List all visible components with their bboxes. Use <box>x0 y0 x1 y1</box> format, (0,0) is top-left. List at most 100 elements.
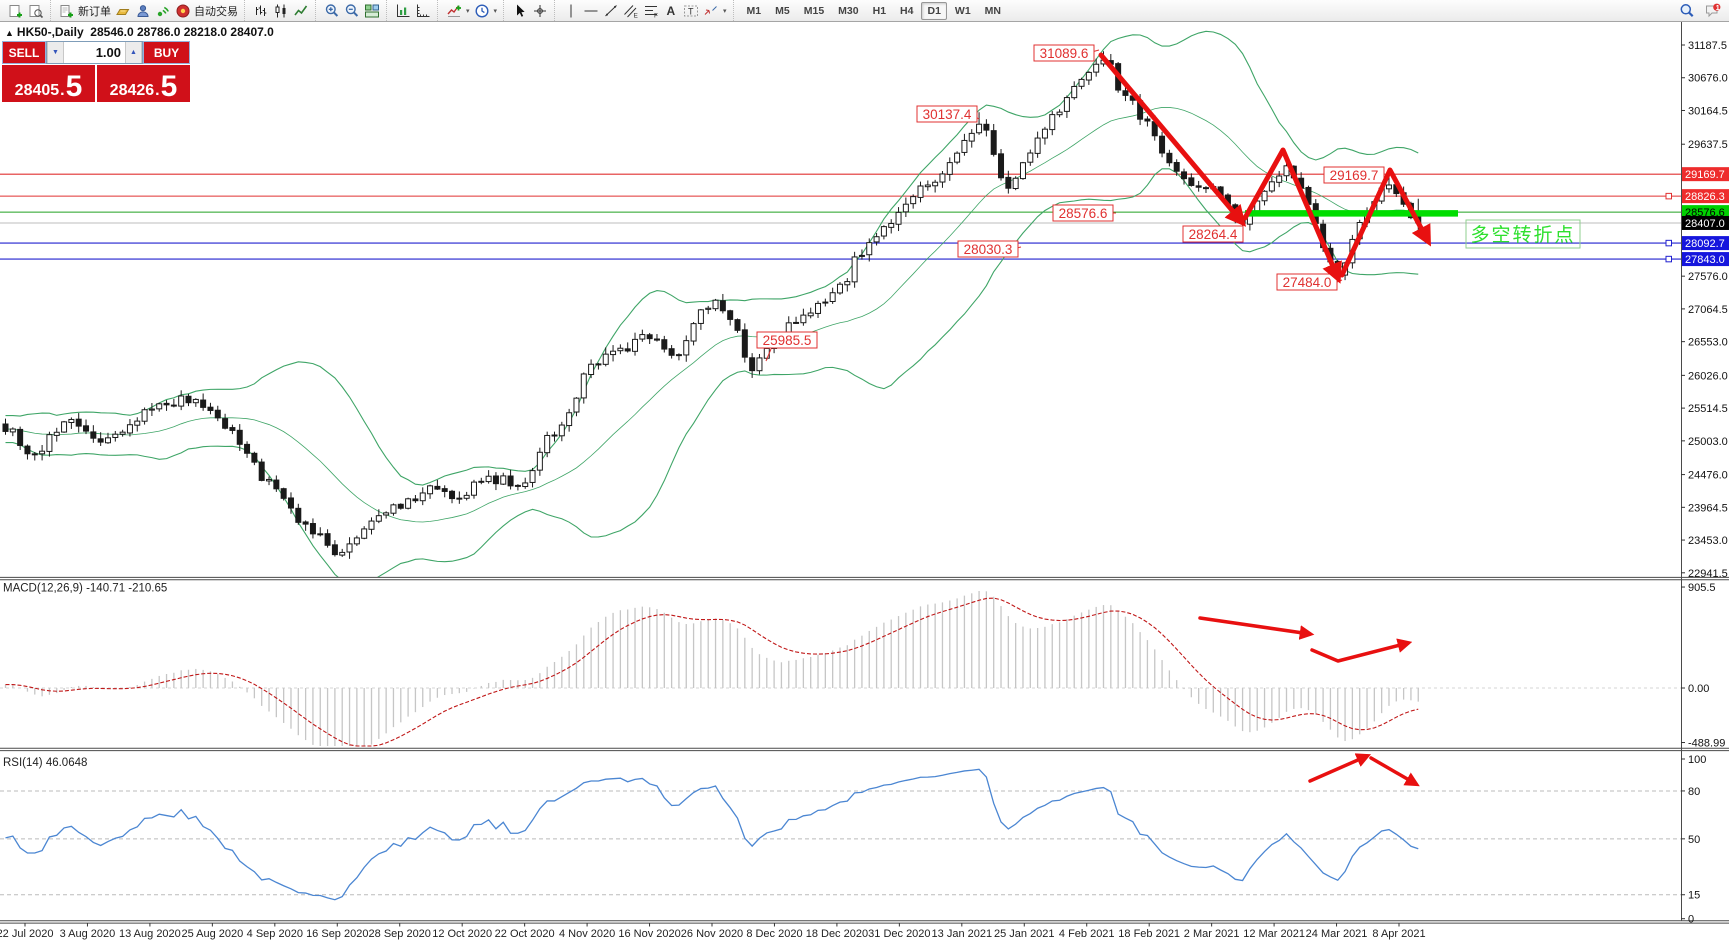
cursor-icon <box>517 4 525 17</box>
timeframe-d1-button[interactable]: D1 <box>921 1 947 20</box>
cursor-button[interactable] <box>510 1 530 21</box>
svg-text:24476.0: 24476.0 <box>1688 470 1728 482</box>
trendline-button[interactable] <box>601 1 621 21</box>
timeframe-m1-button[interactable]: M1 <box>746 4 762 17</box>
sell-price-frac: 5 <box>65 70 83 103</box>
sell-button[interactable]: SELL <box>2 41 46 64</box>
time-axis[interactable]: 22 Jul 2020 3 Aug 2020 13 Aug 2020 25 Aug 2… <box>0 923 1426 940</box>
new-chart-button[interactable] <box>6 1 26 21</box>
timeframe-m15-button[interactable]: M15 <box>803 4 825 17</box>
turning-point-note[interactable]: 多空转折点 <box>1465 219 1581 249</box>
label-icon: T <box>684 5 699 16</box>
volume-decrease-button[interactable]: ▼ <box>47 42 64 63</box>
line-handle[interactable] <box>1665 239 1672 247</box>
volume-increase-button[interactable]: ▲ <box>125 42 142 63</box>
bar-chart-icon <box>256 5 267 16</box>
trend-arrow[interactable] <box>1242 147 1342 284</box>
date-label: 18 Feb 2021 <box>1118 928 1180 940</box>
chart-profile-button[interactable] <box>26 1 46 21</box>
sell-price[interactable]: 28405. 5 <box>2 65 95 102</box>
date-label: 8 Dec 2020 <box>746 928 802 940</box>
volume-input[interactable]: 1.00 <box>95 45 121 60</box>
shapes-button[interactable]: ▾ <box>701 1 729 21</box>
date-label: 4 Feb 2021 <box>1059 928 1115 940</box>
fibonacci-button[interactable]: F <box>641 1 661 21</box>
channel-button[interactable]: E <box>621 1 641 21</box>
timeframe-m30-button[interactable]: M30 <box>838 4 859 17</box>
zoom-in-button[interactable] <box>322 1 342 21</box>
indicators-button[interactable]: ▾ <box>444 1 472 21</box>
timeframe-h4-button[interactable]: H4 <box>900 4 914 17</box>
trend-arrow[interactable] <box>1339 167 1431 278</box>
periods-icon <box>475 3 489 18</box>
date-label: 16 Nov 2020 <box>618 928 680 940</box>
macd-trend-arrow[interactable] <box>1310 638 1413 663</box>
rsi-axis-tick: 15 <box>1688 890 1700 902</box>
periods-button[interactable]: ▾ <box>472 1 500 21</box>
trendline-icon <box>605 4 617 16</box>
svg-text:23964.5: 23964.5 <box>1688 502 1728 514</box>
svg-text:1: 1 <box>1716 3 1720 12</box>
rsi-trend-arrow[interactable] <box>1308 753 1372 783</box>
price-tag <box>1682 215 1729 230</box>
experts-button[interactable] <box>133 1 153 21</box>
tile-windows-button[interactable] <box>362 1 382 21</box>
search-button[interactable] <box>1677 1 1697 21</box>
price-label[interactable]: 30137.4 <box>916 105 980 123</box>
buy-button[interactable]: BUY <box>143 41 190 64</box>
chat-button[interactable]: 1 <box>1703 1 1723 21</box>
svg-text:27843.0: 27843.0 <box>1685 254 1725 266</box>
price-label[interactable]: 28576.6 <box>1052 204 1116 222</box>
support-zone-highlight[interactable] <box>1245 210 1458 217</box>
crosshair-button[interactable] <box>530 1 550 21</box>
price-tag <box>1682 189 1729 204</box>
timeframe-h1-button[interactable]: H1 <box>872 4 887 17</box>
timeframe-mn-button[interactable]: MN <box>984 4 1002 17</box>
line-handle[interactable] <box>1665 192 1672 200</box>
sell-price-main: 28405 <box>14 82 60 99</box>
macd-trend-arrow[interactable] <box>1198 616 1315 640</box>
vline-button[interactable] <box>561 1 581 21</box>
zoom-out-button[interactable] <box>342 1 362 21</box>
autotrade-button[interactable]: 自动交易 <box>173 1 240 21</box>
auto-arrange-button[interactable] <box>393 1 413 21</box>
svg-text:31187.5: 31187.5 <box>1688 40 1727 52</box>
buy-price[interactable]: 28426. 5 <box>97 65 190 102</box>
grid-button[interactable] <box>413 1 433 21</box>
price-axis[interactable]: 31187.5 30676.0 30164.5 29637.5 27576.0 27064… <box>1681 40 1729 580</box>
text-button[interactable]: A <box>661 1 681 21</box>
macd-axis-tick: -488.99 <box>1688 738 1725 750</box>
price-label[interactable]: 27484.0 <box>1276 273 1343 291</box>
rsi-pane <box>0 753 1681 901</box>
price-label[interactable]: 28030.3 <box>957 240 1022 258</box>
signal-button[interactable] <box>153 1 173 21</box>
price-label[interactable]: 25985.5 <box>756 331 818 362</box>
price-label[interactable]: 31089.6 <box>1033 44 1100 62</box>
buy-price-sep: . <box>155 82 160 99</box>
indicators-icon <box>447 5 461 17</box>
line-handle[interactable] <box>1665 255 1672 263</box>
trend-arrow[interactable] <box>1098 52 1247 227</box>
rsi-axis-tick: 50 <box>1688 834 1700 846</box>
timeframe-w1-button[interactable]: W1 <box>954 4 971 17</box>
label-button[interactable]: T <box>681 1 701 21</box>
new-order-button[interactable]: 新订单 <box>57 1 113 21</box>
timeframe-m5-button[interactable]: M5 <box>775 4 790 17</box>
price-label[interactable]: 29169.7 <box>1323 166 1385 184</box>
candlestick-button[interactable] <box>271 1 291 21</box>
rsi-trend-arrow[interactable] <box>1369 756 1420 787</box>
date-label: 16 Sep 2020 <box>306 928 368 940</box>
hline-button[interactable] <box>581 1 601 21</box>
bar-chart-button[interactable] <box>251 1 271 21</box>
macd-label: MACD(12,26,9) -140.71 -210.65 <box>3 583 167 595</box>
line-chart-button[interactable] <box>291 1 311 21</box>
price-label[interactable]: 28264.4 <box>1182 225 1244 243</box>
date-label: 12 Mar 2021 <box>1243 928 1305 940</box>
toolbar-group <box>315 0 386 21</box>
gold-button[interactable] <box>113 1 133 21</box>
date-label: 24 Mar 2021 <box>1306 928 1368 940</box>
svg-text:30676.0: 30676.0 <box>1688 73 1728 85</box>
bollinger-middle-band <box>5 107 1419 523</box>
